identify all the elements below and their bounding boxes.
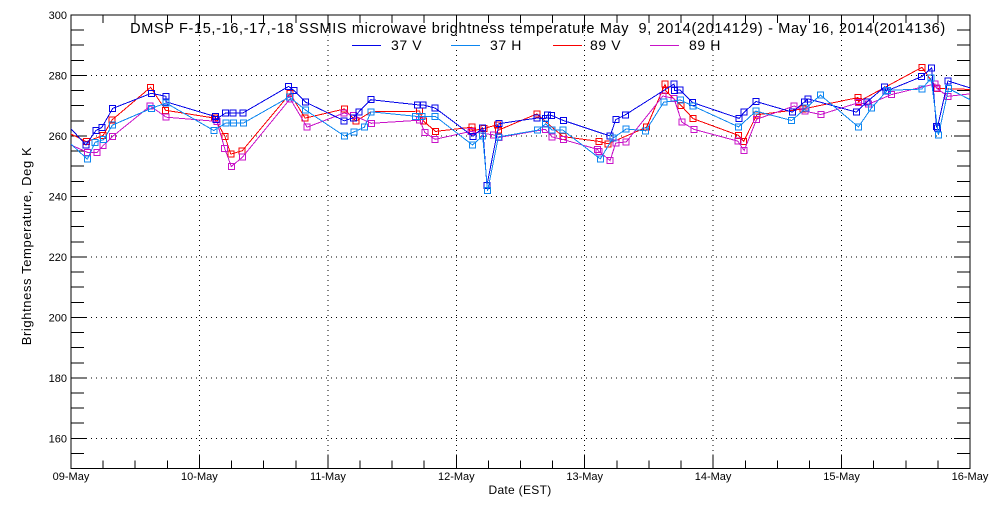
svg-text:240: 240 <box>49 191 67 203</box>
svg-text:10-May: 10-May <box>181 471 218 483</box>
svg-text:160: 160 <box>49 433 67 445</box>
svg-text:14-May: 14-May <box>695 471 732 483</box>
svg-text:89 V: 89 V <box>590 37 621 53</box>
svg-text:300: 300 <box>49 10 67 22</box>
svg-text:16-May: 16-May <box>952 471 989 483</box>
svg-text:37 H: 37 H <box>490 37 522 53</box>
svg-text:Date (EST): Date (EST) <box>488 483 551 497</box>
svg-text:220: 220 <box>49 252 67 264</box>
svg-text:15-May: 15-May <box>823 471 860 483</box>
svg-text:09-May: 09-May <box>53 471 90 483</box>
svg-text:280: 280 <box>49 71 67 83</box>
svg-text:260: 260 <box>49 131 67 143</box>
svg-text:200: 200 <box>49 312 67 324</box>
svg-text:37 V: 37 V <box>391 37 422 53</box>
svg-text:DMSP F-15,-16,-17,-18 SSMIS mi: DMSP F-15,-16,-17,-18 SSMIS microwave br… <box>130 21 946 37</box>
svg-text:89 H: 89 H <box>689 37 721 53</box>
svg-text:180: 180 <box>49 373 67 385</box>
svg-text:13-May: 13-May <box>566 471 603 483</box>
svg-text:12-May: 12-May <box>438 471 475 483</box>
svg-text:11-May: 11-May <box>310 471 346 483</box>
svg-text:Brightness Temperature, Deg K: Brightness Temperature, Deg K <box>19 147 34 346</box>
